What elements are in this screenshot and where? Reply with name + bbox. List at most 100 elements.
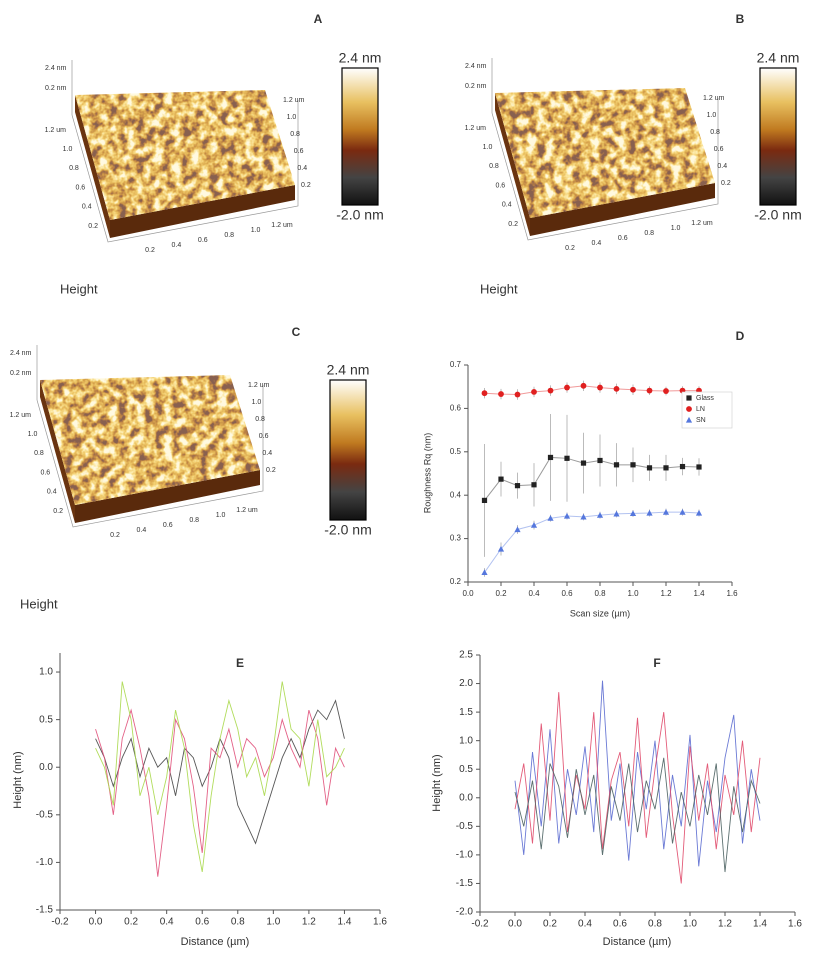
colorbar-max: 2.4 nm <box>327 362 370 378</box>
data-point <box>613 462 620 468</box>
afm-front <box>110 185 295 238</box>
afm-y-label: 1.0 <box>483 144 493 151</box>
afm-y-label: 0.2 <box>508 221 518 228</box>
x-tick-label: 0.8 <box>594 589 606 598</box>
data-point <box>613 385 620 392</box>
data-point <box>663 388 669 394</box>
y-tick-label: 0.6 <box>450 404 462 413</box>
data-point <box>596 512 604 518</box>
panel-letter: D <box>736 329 745 343</box>
colorbar-min: -2.0 nm <box>324 522 371 538</box>
afm-x-label: 0.2 <box>565 245 575 252</box>
afm-y-label: 0.2 <box>88 223 98 230</box>
x-tick-label: 0.6 <box>613 919 627 930</box>
x-tick-label: 0.6 <box>561 589 573 598</box>
data-point <box>481 497 488 504</box>
series-line <box>514 680 761 867</box>
colorbar-min: -2.0 nm <box>336 207 383 223</box>
y-tick-label: -2.0 <box>456 907 474 918</box>
afm-x-label: 1.0 <box>251 227 261 234</box>
y-tick-label: 0.5 <box>450 447 462 456</box>
y-tick-label: 0.2 <box>450 577 462 586</box>
legend-label: LN <box>696 406 705 413</box>
data-point <box>679 463 686 470</box>
y-tick-label: 0.4 <box>450 490 462 499</box>
data-point <box>498 391 504 397</box>
afm-y-label: 0.6 <box>75 184 85 191</box>
y-tick-label: 1.0 <box>39 667 53 678</box>
x-tick-label: 1.2 <box>302 917 316 928</box>
afm-y-label: 1.2 um <box>45 127 67 134</box>
colorbar-min: -2.0 nm <box>754 207 801 223</box>
colorbar <box>329 379 367 521</box>
legend-marker <box>686 395 692 401</box>
x-tick-label: 1.4 <box>337 917 351 928</box>
afm-x-label: 0.2 <box>145 247 155 254</box>
data-point <box>514 483 521 489</box>
caption: Height <box>480 281 518 296</box>
data-point <box>679 509 686 515</box>
series-line <box>514 692 761 884</box>
data-point <box>646 465 653 471</box>
x-tick-label: 0.4 <box>160 917 174 928</box>
panel-letter: A <box>314 12 323 26</box>
afm-x-label: 0.8 <box>644 230 654 237</box>
afm-x-label: 0.6 <box>163 522 173 529</box>
afm-x-label: 0.4 <box>592 240 602 247</box>
afm-x-label: 1.0 <box>671 225 681 232</box>
data-point <box>497 545 505 552</box>
afm-right-label: 1.0 <box>707 112 717 119</box>
x-tick-label: 0.8 <box>648 919 662 930</box>
afm-x-label: 0.8 <box>224 232 234 239</box>
x-axis-label: Distance (µm) <box>181 936 250 948</box>
afm-z-label: 0.2 nm <box>45 85 67 92</box>
x-tick-label: 1.0 <box>266 917 280 928</box>
y-tick-label: -0.5 <box>456 821 474 832</box>
y-tick-label: 0.5 <box>39 714 53 725</box>
x-tick-label: 0.4 <box>528 589 540 598</box>
data-point <box>564 455 570 461</box>
afm-y-label: 1.0 <box>28 431 38 438</box>
series-line <box>484 511 700 573</box>
x-tick-label: 0.0 <box>462 589 474 598</box>
afm-right-label: 0.4 <box>262 450 272 457</box>
data-point <box>563 512 571 519</box>
afm-right-label: 0.6 <box>294 148 304 155</box>
data-point <box>597 457 603 464</box>
afm-y-label: 1.2 um <box>465 125 487 132</box>
afm-z-label: 2.4 nm <box>45 65 67 72</box>
legend-marker <box>685 416 693 423</box>
afm-x-label: 0.8 <box>189 517 199 524</box>
x-tick-label: 1.4 <box>693 589 705 598</box>
afm-y-label: 0.8 <box>34 450 44 457</box>
y-tick-label: -1.5 <box>456 878 474 889</box>
x-tick-label: 1.2 <box>660 589 672 598</box>
afm-right-label: 0.6 <box>259 433 269 440</box>
x-tick-label: 0.4 <box>578 919 592 930</box>
series-line <box>95 708 345 877</box>
afm-y-label: 1.0 <box>63 146 73 153</box>
x-tick-label: 1.6 <box>373 917 387 928</box>
afm-x-label: 1.2 um <box>691 220 713 227</box>
afm-x-label: 0.2 <box>110 532 120 539</box>
x-tick-label: 0.6 <box>195 917 209 928</box>
afm-right-label: 1.0 <box>252 399 262 406</box>
y-tick-label: 2.0 <box>459 678 473 689</box>
y-tick-label: 1.5 <box>459 707 473 718</box>
y-axis-label: Height (nm) <box>431 754 443 811</box>
afm-frame <box>491 98 719 241</box>
afm-surface <box>495 88 715 218</box>
afm-right-label: 0.8 <box>255 416 265 423</box>
x-tick-label: 1.6 <box>726 589 738 598</box>
y-tick-label: 0.0 <box>459 792 473 803</box>
x-tick-label: 1.2 <box>718 919 732 930</box>
afm-right-label: 0.2 <box>721 180 731 187</box>
x-tick-label: 1.4 <box>753 919 767 930</box>
afm-surface <box>40 375 260 505</box>
data-point <box>580 460 587 466</box>
y-axis-label: Height (nm) <box>12 751 24 808</box>
afm-right-label: 1.0 <box>287 114 297 121</box>
data-point <box>481 390 488 397</box>
x-tick-label: 0.2 <box>495 589 507 598</box>
